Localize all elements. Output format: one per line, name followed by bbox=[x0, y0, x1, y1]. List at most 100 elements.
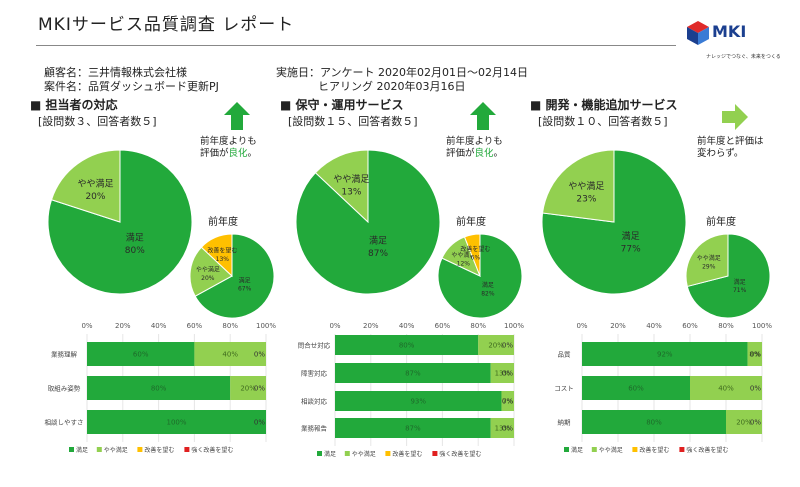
bar-segment bbox=[87, 410, 266, 434]
pie-slice-label: やや満足 bbox=[196, 266, 220, 274]
logo-tagline: ナレッジでつなぐ、未来をつくる bbox=[706, 54, 781, 60]
survey-date: 実施日：アンケート 2020年02月01日～02月14日 bbox=[276, 66, 529, 79]
legend-label: 強く改善を望む bbox=[686, 446, 728, 454]
pie-slice-value: 20% bbox=[85, 192, 105, 202]
bar-data-label: 20% bbox=[736, 419, 752, 427]
x-tick-label: 60% bbox=[682, 322, 698, 330]
x-tick-label: 60% bbox=[187, 322, 203, 330]
bar-data-label: 0% bbox=[750, 385, 761, 393]
pie-slice bbox=[542, 149, 615, 223]
pie-slice bbox=[200, 233, 233, 278]
legend-swatch bbox=[137, 447, 143, 452]
category-label: 問合せ対応 bbox=[298, 341, 331, 350]
pie-slice-label: 満足 bbox=[126, 233, 144, 244]
bar-data-label: 0% bbox=[502, 398, 513, 406]
bar-data-label: 60% bbox=[628, 385, 644, 393]
x-tick-label: 80% bbox=[470, 322, 486, 330]
bar-segment bbox=[726, 410, 762, 434]
section-subtitle: [設問数１０、回答者数５] bbox=[538, 115, 668, 128]
x-tick-label: 20% bbox=[115, 322, 131, 330]
x-tick-label: 0% bbox=[81, 322, 92, 330]
bar-data-label: 87% bbox=[405, 425, 421, 433]
trend-flat-arrow-icon bbox=[722, 104, 748, 130]
bar-data-label: 7% bbox=[502, 398, 513, 406]
legend-swatch bbox=[432, 451, 438, 456]
legend-label: 強く改善を望む bbox=[439, 450, 481, 458]
category-label: 取組み姿勢 bbox=[48, 384, 81, 393]
x-tick-label: 20% bbox=[610, 322, 626, 330]
legend-label: 強く改善を望む bbox=[191, 446, 233, 454]
pie-slice-value: 13% bbox=[341, 187, 361, 197]
pie-slice-label: 満足 bbox=[239, 276, 251, 284]
legend-swatch bbox=[69, 447, 74, 452]
comparison-note: 前年度と評価は 変わらず。 bbox=[697, 136, 764, 159]
bar-data-label: 0% bbox=[502, 425, 513, 433]
trend-up-arrow-icon bbox=[224, 102, 250, 130]
bar-data-label: 0% bbox=[254, 385, 265, 393]
pie-slice bbox=[685, 233, 729, 288]
category-label: 納期 bbox=[558, 418, 572, 427]
legend-label: 改善を望む bbox=[144, 446, 174, 454]
x-tick-label: 100% bbox=[256, 322, 276, 330]
pie-slice-value: 67% bbox=[238, 286, 252, 293]
x-tick-label: 80% bbox=[718, 322, 734, 330]
legend-label: 満足 bbox=[324, 450, 336, 458]
bar-data-label: 60% bbox=[133, 351, 149, 359]
pie-slice-label: 満足 bbox=[482, 281, 494, 289]
x-tick-label: 60% bbox=[435, 322, 451, 330]
category-label: 業務理解 bbox=[51, 350, 78, 359]
bar-data-label: 87% bbox=[405, 370, 421, 378]
pie-slice-value: 77% bbox=[621, 245, 641, 255]
bar-data-label: 0% bbox=[254, 351, 265, 359]
bar-data-label: 13% bbox=[495, 425, 511, 433]
category-label: 相談しやすさ bbox=[45, 418, 84, 427]
hearing-date: ヒアリング 2020年03月16日 bbox=[318, 80, 466, 93]
bar-data-label: 100% bbox=[166, 419, 186, 427]
legend-label: やや満足 bbox=[104, 446, 128, 454]
bar-segment bbox=[501, 391, 514, 411]
pie-slice-label: やや満足 bbox=[451, 251, 475, 259]
category-label: 相談対応 bbox=[301, 397, 328, 406]
bar-segment bbox=[87, 376, 231, 400]
pie-slice-value: 71% bbox=[733, 287, 747, 294]
logo-text: MKI bbox=[712, 22, 747, 41]
project-name: 案件名：品質ダッシュボード更新PJ bbox=[44, 80, 219, 93]
comparison-note: 前年度よりも 評価が良化。 bbox=[200, 136, 258, 159]
bar-segment bbox=[582, 376, 690, 400]
bar-segment bbox=[335, 391, 502, 411]
section-subtitle: [設問数１５、回答者数５] bbox=[288, 115, 418, 128]
bar-segment bbox=[490, 363, 514, 383]
bar-data-label: 80% bbox=[151, 385, 167, 393]
bar-data-label: 92% bbox=[657, 351, 673, 359]
legend-swatch bbox=[591, 447, 597, 452]
pie-slice-value: 80% bbox=[125, 246, 145, 256]
pie-slice-label: やや満足 bbox=[333, 174, 369, 185]
legend-label: やや満足 bbox=[599, 446, 623, 454]
x-tick-label: 40% bbox=[151, 322, 167, 330]
legend-swatch bbox=[679, 447, 685, 452]
pie-slice-value: 20% bbox=[201, 275, 215, 282]
legend-swatch bbox=[317, 451, 322, 456]
bar-data-label: 40% bbox=[718, 385, 734, 393]
pie-slice-value: 12% bbox=[457, 260, 471, 267]
legend-swatch bbox=[632, 447, 638, 452]
company-logo: MKI ナレッジでつなぐ、未来をつくる bbox=[686, 20, 781, 66]
bar-segment bbox=[582, 342, 748, 366]
pie-slice-label: やや満足 bbox=[77, 178, 113, 189]
pie-slice-label: 満足 bbox=[622, 231, 640, 242]
bar-data-label: 13% bbox=[495, 370, 511, 378]
previous-year-label: 前年度 bbox=[456, 217, 486, 228]
category-label: 業務報告 bbox=[301, 424, 328, 433]
legend-label: 改善を望む bbox=[639, 446, 669, 454]
bar-segment bbox=[690, 376, 762, 400]
legend-swatch bbox=[184, 447, 190, 452]
x-tick-label: 0% bbox=[576, 322, 587, 330]
pie-slice bbox=[463, 233, 481, 277]
bar-data-label: 8% bbox=[749, 351, 760, 359]
section-subtitle: [設問数３、回答者数５] bbox=[38, 115, 157, 128]
bar-segment bbox=[335, 418, 491, 438]
pie-slice bbox=[189, 246, 233, 297]
legend-swatch bbox=[96, 447, 102, 452]
pie-slice-label: やや満足 bbox=[697, 254, 721, 262]
